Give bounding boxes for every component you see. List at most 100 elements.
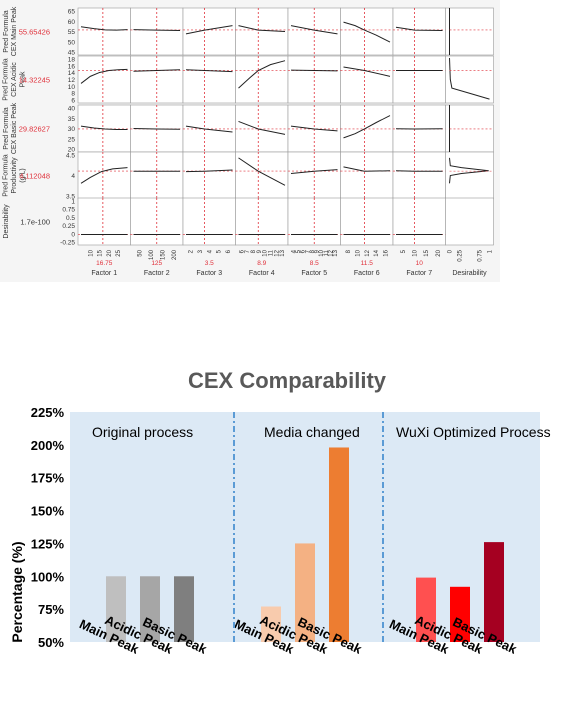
y-tick-label: 12 (68, 77, 76, 84)
profile-cell (340, 151, 394, 200)
chart-title: CEX Comparability (188, 368, 387, 393)
x-tick-label: 6 (239, 249, 245, 253)
group-label: Media changed (264, 424, 360, 440)
x-tick-label: 9 (315, 249, 321, 253)
row-label-line: (g/L) (19, 168, 26, 182)
x-tick-label: 8 (251, 249, 257, 253)
row-label-line: CEX Main Peak (11, 6, 18, 56)
x-tick-label: 10 (319, 249, 325, 256)
profile-curve (133, 69, 181, 72)
profile-cell (182, 151, 236, 200)
profile-curve (80, 26, 128, 31)
profile-cell (392, 55, 446, 104)
y-tick-label: 18 (68, 57, 76, 64)
desirability-cell (445, 104, 494, 153)
profile-curve (238, 157, 286, 186)
x-tick-label: 8 (346, 249, 352, 253)
factor-current-value: 11.5 (361, 260, 374, 267)
y-tick-label: 125% (31, 536, 65, 551)
desirability-cell (445, 151, 494, 200)
y-tick-label: 4 (71, 173, 75, 180)
profile-cell (235, 197, 289, 246)
factor-current-value: 125 (151, 260, 162, 267)
factor-current-value: 10 (416, 260, 424, 267)
bar (295, 543, 315, 642)
profile-cell (182, 197, 236, 246)
y-tick-label: 4.5 (66, 153, 75, 160)
desirability-function (449, 157, 489, 184)
y-tick-label: 10 (68, 84, 76, 91)
row-label-line: CEX Acidic (11, 62, 18, 97)
y-tick-label: 40 (68, 106, 76, 113)
y-tick-label: -0.25 (60, 240, 75, 247)
profile-curve (343, 21, 391, 43)
desirability-cell (445, 7, 494, 56)
profile-curve (290, 25, 338, 35)
x-tick-label: 200 (172, 249, 178, 260)
profile-cell (340, 104, 394, 153)
profile-cell (130, 7, 184, 56)
x-tick-label: 12 (365, 249, 371, 256)
row-label-line: Pred Formula (3, 154, 10, 197)
factor-axis-label: Factor 7 (406, 270, 432, 277)
profile-cell (77, 7, 131, 56)
row-label: Pred FormulaCEX Main Peak (3, 6, 18, 56)
y-tick-label: 1 (71, 199, 75, 206)
profile-curve (80, 125, 128, 130)
factor-axis-label: Factor 6 (354, 270, 380, 277)
cex-comparability-chart: CEX Comparability Percentage (%) 225% 200% 1… (0, 352, 572, 719)
profile-cell (130, 55, 184, 104)
x-tick-label: 6 (226, 249, 232, 253)
x-tick-label: 8 (310, 249, 316, 253)
profile-curve (80, 167, 128, 184)
profile-cell (182, 7, 236, 56)
x-tick-label: 11 (324, 249, 330, 256)
bar (450, 586, 470, 642)
bar (416, 577, 436, 642)
x-tick-label: 12 (329, 249, 335, 256)
x-tick-label: 100 (149, 249, 155, 260)
factor-current-value: 16.75 (96, 260, 113, 267)
y-tick-label: 175% (31, 471, 65, 486)
profile-curve (290, 125, 338, 132)
x-tick-label: 5 (217, 249, 223, 253)
x-tick-label: 14 (374, 249, 380, 256)
y-tick-label: 30 (68, 126, 76, 133)
profile-cell (235, 151, 289, 200)
x-tick-label: 20 (436, 249, 442, 256)
profile-cell (130, 197, 184, 246)
group-label: Original process (92, 424, 193, 440)
row-label-line: CEX Basic Peak (11, 102, 18, 154)
x-tick-label: 9 (257, 249, 263, 253)
profile-curve (290, 169, 338, 175)
bar (329, 447, 349, 642)
x-tick-label: 13 (280, 249, 286, 256)
desirability-cell (445, 55, 494, 104)
profile-cell (287, 151, 341, 200)
bar (174, 576, 194, 642)
y-tick-label: 14 (68, 70, 76, 77)
profile-curve (238, 25, 286, 32)
row-current-value: 1.7e-100 (20, 218, 50, 227)
desirability-function (449, 57, 490, 100)
x-tick-label: 4 (207, 249, 213, 253)
x-tick-label: 12 (274, 249, 280, 256)
profile-cell (287, 7, 341, 56)
y-tick-label: 16 (68, 63, 76, 70)
profile-curve (133, 128, 181, 130)
x-tick-label: 6 (301, 249, 307, 253)
y-tick-label: 55 (68, 29, 76, 36)
x-tick-label: 4 (291, 249, 297, 253)
profile-cell (287, 55, 341, 104)
x-tick-label: 3 (198, 249, 204, 253)
prediction-profiler: Pred FormulaCEX Main Peak 55.654266560555… (0, 0, 500, 282)
row-label: Pred FormulaCEX AcidicPeak (3, 58, 27, 101)
factor-axis-label: Factor 1 (91, 270, 117, 277)
profile-curve (80, 68, 128, 84)
y-tick-label: 45 (68, 50, 76, 57)
x-tick-label: 0.75 (478, 249, 484, 261)
profile-curve (185, 169, 233, 173)
bar (261, 606, 281, 642)
profile-cell (287, 197, 341, 246)
x-tick-label: 10 (88, 249, 94, 256)
